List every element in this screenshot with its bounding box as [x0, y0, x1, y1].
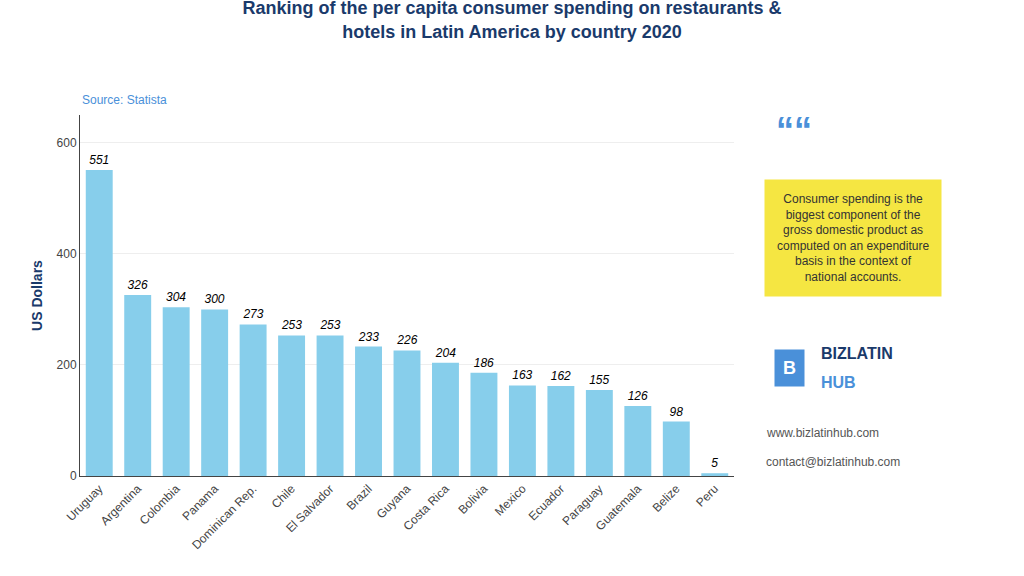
svg-text:Belize: Belize [650, 482, 683, 515]
svg-text:Bolivia: Bolivia [455, 482, 490, 517]
svg-text:200: 200 [57, 358, 77, 372]
svg-text:Chile: Chile [269, 482, 298, 511]
svg-text:Source: Statista: Source: Statista [82, 93, 167, 107]
svg-text:Ranking of the per capita cons: Ranking of the per capita consumer spend… [242, 0, 781, 42]
svg-text:Peru: Peru [693, 482, 721, 510]
svg-text:Mexico: Mexico [492, 482, 529, 519]
svg-text:Panama: Panama [180, 482, 222, 524]
svg-text:Colombia: Colombia [137, 482, 183, 528]
svg-text:326: 326 [128, 278, 148, 292]
svg-text:551: 551 [89, 153, 109, 167]
svg-text:Uruguay: Uruguay [64, 482, 106, 524]
svg-text:162: 162 [551, 369, 571, 383]
svg-text:400: 400 [57, 247, 77, 261]
svg-text:Paraguay: Paraguay [559, 482, 605, 528]
svg-text:www.bizlatinhub.com: www.bizlatinhub.com [766, 426, 879, 440]
svg-text:““: ““ [776, 110, 812, 151]
svg-text:233: 233 [358, 330, 379, 344]
svg-text:155: 155 [589, 373, 609, 387]
svg-text:Argentina: Argentina [98, 482, 144, 528]
svg-text:contact@bizlatinhub.com: contact@bizlatinhub.com [766, 455, 900, 469]
svg-text:Dominican Rep.: Dominican Rep. [189, 482, 259, 552]
svg-text:Brazil: Brazil [344, 482, 375, 513]
svg-text:0: 0 [70, 469, 77, 483]
svg-text:253: 253 [319, 318, 340, 332]
svg-text:B: B [783, 358, 796, 378]
svg-text:US Dollars: US Dollars [29, 260, 45, 331]
svg-text:Guatemala: Guatemala [593, 482, 645, 534]
svg-text:600: 600 [57, 136, 77, 150]
svg-text:98: 98 [669, 405, 683, 419]
svg-text:273: 273 [242, 307, 263, 321]
svg-text:226: 226 [396, 333, 417, 347]
svg-text:253: 253 [281, 318, 302, 332]
svg-text:163: 163 [512, 368, 532, 382]
svg-text:Guyana: Guyana [374, 482, 414, 522]
svg-text:El Salvador: El Salvador [283, 482, 336, 535]
svg-text:204: 204 [435, 346, 456, 360]
svg-text:BIZLATIN: BIZLATIN [821, 345, 893, 362]
svg-text:304: 304 [166, 290, 186, 304]
svg-text:Consumer spending is thebigges: Consumer spending is thebiggest componen… [777, 192, 929, 284]
svg-text:Ecuador: Ecuador [526, 482, 568, 524]
svg-text:HUB: HUB [821, 374, 856, 391]
svg-text:300: 300 [204, 292, 224, 306]
svg-text:186: 186 [474, 356, 494, 370]
svg-text:5: 5 [711, 456, 718, 470]
svg-text:126: 126 [628, 389, 648, 403]
svg-text:Costa Rica: Costa Rica [400, 482, 452, 534]
